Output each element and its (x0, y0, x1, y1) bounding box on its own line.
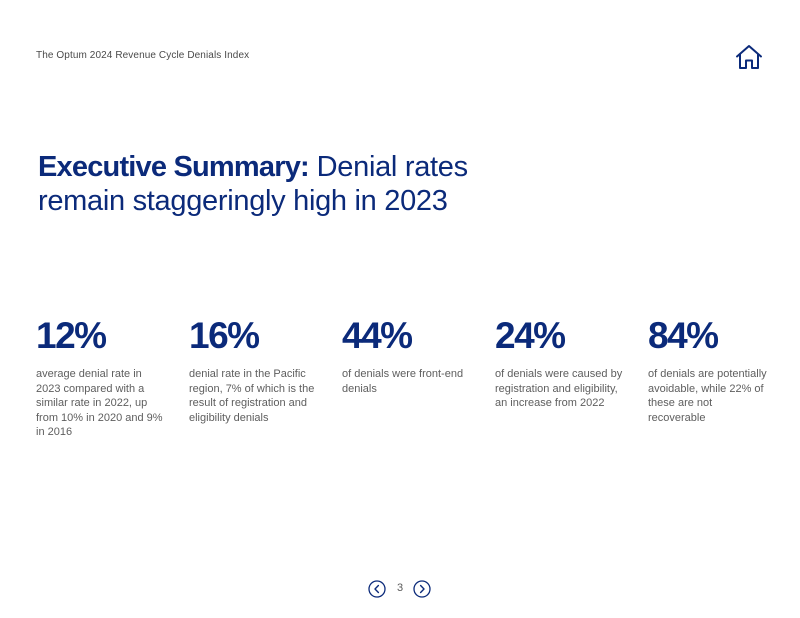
home-icon (736, 45, 762, 69)
pagination: 3 (366, 578, 434, 600)
stat-card: 84% of denials are potentially avoidable… (648, 314, 768, 425)
stats-row: 12% average denial rate in 2023 compared… (0, 314, 800, 454)
page-number: 3 (396, 582, 404, 594)
previous-page-button[interactable] (368, 580, 386, 598)
stat-value: 84% (648, 315, 719, 356)
home-button[interactable] (734, 44, 764, 70)
stat-card: 44% of denials were front-end denials (342, 314, 470, 396)
stat-card: 12% average denial rate in 2023 compared… (36, 314, 164, 440)
stat-card: 24% of denials were caused by registrati… (495, 314, 623, 411)
stat-description: of denials were front-end denials (342, 368, 464, 395)
stat-value: 44% (342, 315, 413, 356)
page-title: Executive Summary: Denial rates remain s… (38, 150, 558, 218)
stat-description: average denial rate in 2023 compared wit… (36, 368, 163, 439)
stat-value: 12% (36, 315, 107, 356)
page-title-line2: remain staggeringly high in 2023 (38, 185, 448, 217)
stat-card: 16% denial rate in the Pacific region, 7… (189, 314, 317, 425)
stat-description: denial rate in the Pacific region, 7% of… (189, 368, 315, 424)
page-title-bold: Executive Summary: (38, 151, 310, 183)
page-title-line1: Denial rates (308, 151, 468, 183)
chevron-left-icon (368, 580, 386, 598)
next-page-button[interactable] (413, 580, 431, 598)
stat-value: 24% (495, 315, 566, 356)
stat-description: of denials were caused by registration a… (495, 368, 623, 410)
stat-description: of denials are potentially avoidable, wh… (648, 368, 767, 424)
document-title: The Optum 2024 Revenue Cycle Denials Ind… (36, 50, 250, 61)
stat-value: 16% (189, 315, 260, 356)
chevron-right-icon (413, 580, 431, 598)
